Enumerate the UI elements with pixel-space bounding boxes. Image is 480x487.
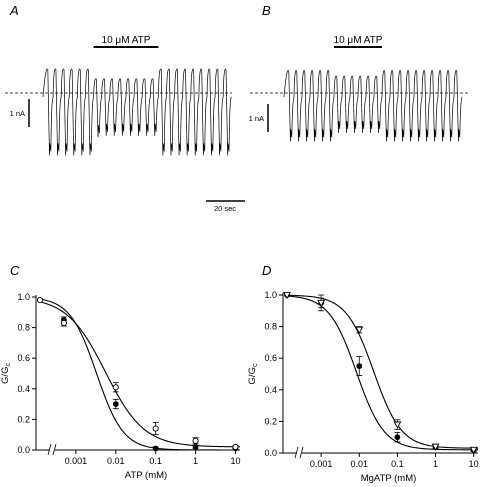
y-tick-label: 0.0	[17, 445, 30, 455]
y-tick-label: 0.0	[264, 448, 277, 458]
data-point-open	[112, 384, 119, 391]
data-point-open	[232, 443, 239, 450]
y-axis-label-main: G/G	[247, 367, 258, 384]
y-tick-label: 0.4	[264, 385, 277, 395]
x-axis-label: MgATP (mM)	[361, 473, 417, 484]
current-scale-label: 1 nA	[249, 114, 264, 123]
dose-response-d: 0.0 0.2 0.4 0.6 0.8 1.0 0.001 0.01 0.1 1 10 MgATP (…	[247, 290, 479, 484]
panel-letter-d: D	[262, 263, 271, 278]
y-tick-label: 0.8	[264, 322, 277, 332]
y-tick-label: 0.8	[17, 323, 30, 333]
data-point-triangle	[393, 421, 402, 429]
y-axis-label-sub: c	[5, 363, 12, 367]
data-point-open	[192, 437, 199, 444]
fit-curve	[286, 295, 479, 451]
axis-break-gap	[50, 444, 55, 456]
panel-letter-a: A	[9, 3, 19, 18]
y-axis-label-main: G/G	[0, 367, 11, 384]
panel-letter-b: B	[262, 3, 271, 18]
data-point-filled	[192, 444, 199, 450]
y-tick-label: 0.2	[17, 414, 30, 424]
x-tick-label: 10	[230, 456, 240, 466]
x-tick-label: 0.001	[310, 459, 333, 469]
current-trace	[42, 68, 232, 156]
x-tick-label: 0.01	[350, 459, 368, 469]
x-tick-label: 0.1	[149, 456, 162, 466]
y-axis-label: G/Gc	[0, 363, 12, 384]
current-scale-label: 1 nA	[10, 109, 25, 118]
data-point-triangle	[469, 446, 478, 454]
drug-label: 10 μM ATP	[102, 35, 151, 46]
data-point-filled	[152, 445, 159, 452]
y-axis-label: G/Gc	[247, 363, 259, 384]
x-axis-label: ATP (mM)	[125, 470, 167, 481]
axis-break-gap	[297, 447, 302, 459]
data-point-filled	[356, 363, 363, 369]
x-tick-label: 10	[469, 459, 479, 469]
y-tick-label: 0.4	[17, 384, 30, 394]
data-point-filled	[394, 434, 401, 441]
time-scale-label: 20 sec	[214, 204, 236, 213]
x-tick-label: 0.01	[107, 456, 125, 466]
x-tick-label: 0.001	[65, 456, 88, 466]
current-trace	[283, 70, 463, 142]
y-axis-label-sub: c	[252, 363, 259, 367]
fit-curve	[286, 294, 479, 449]
data-point-open	[60, 319, 67, 327]
axis-break-mark	[47, 443, 52, 456]
axis-break-mark	[294, 446, 299, 459]
dose-response-c: 0.0 0.2 0.4 0.6 0.8 1.0 0.001 0.01 0.1 1 10 ATP (mM…	[0, 292, 240, 481]
axis-break-mark	[52, 443, 57, 456]
data-point-triangle	[355, 326, 364, 334]
y-tick-label: 0.6	[17, 353, 30, 363]
x-tick-label: 0.1	[391, 459, 404, 469]
fit-curve	[39, 301, 241, 448]
axis-break-mark	[299, 446, 304, 459]
panel-letter-c: C	[10, 263, 20, 278]
data-point-open	[36, 297, 44, 304]
x-tick-label: 1	[193, 456, 198, 466]
trace-panel-b: 10 μM ATP 1 nA	[249, 35, 470, 142]
y-tick-label: 0.6	[264, 353, 277, 363]
data-point-triangle	[317, 299, 326, 308]
drug-label: 10 μM ATP	[334, 35, 383, 46]
y-tick-label: 1.0	[264, 290, 277, 300]
y-tick-label: 1.0	[17, 292, 30, 302]
y-tick-label: 0.2	[264, 416, 277, 426]
data-point-open	[152, 425, 159, 432]
fit-curve	[39, 298, 240, 451]
data-point-filled	[112, 401, 119, 407]
trace-panel-a: 10 μM ATP 1 nA 20 sec	[5, 35, 245, 213]
data-point-triangle	[283, 291, 291, 300]
data-point-triangle	[431, 443, 440, 451]
x-tick-label: 1	[433, 459, 438, 469]
